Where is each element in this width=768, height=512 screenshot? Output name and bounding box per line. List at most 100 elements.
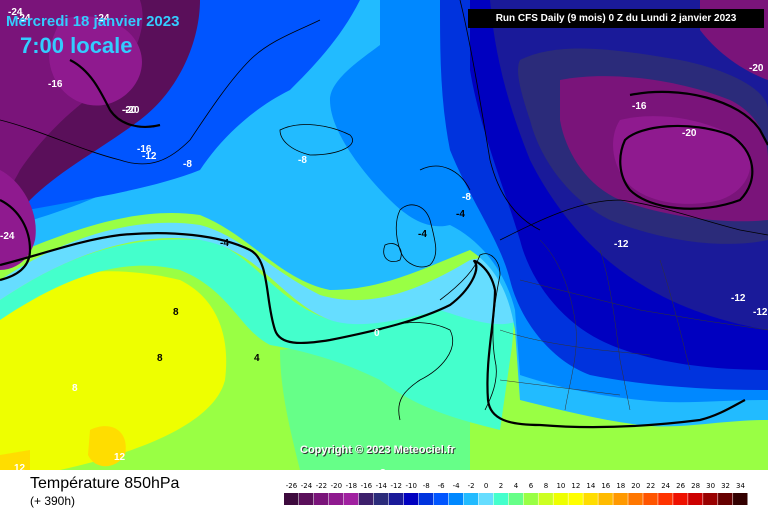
forecast-local-time: 7:00 locale [20,33,133,58]
coastlines [0,0,768,421]
legend-value: 8 [544,482,548,490]
contour-label: -24 [0,231,15,242]
country-borders [499,239,768,411]
legend-swatch [284,493,299,505]
contour-label: 12 [14,463,26,470]
legend-swatch [358,493,374,505]
legend-value: -26 [286,482,298,490]
contour-label: -12 [753,307,768,318]
legend-value: -8 [423,482,430,490]
legend-value: 2 [499,482,503,490]
legend-value: -20 [331,482,342,490]
legend-swatch [673,493,688,505]
zone-0 [0,239,514,430]
contour-label: -12 [731,293,746,304]
legend-swatch [628,493,643,505]
lead-time: (+ 390h) [30,494,76,508]
legend-swatch [613,493,628,505]
legend-swatch [718,493,733,505]
contour-label: -16 [48,79,63,90]
legend-swatch [298,493,314,505]
zone-northwest-core [49,16,142,106]
legend-swatch [523,493,538,505]
legend-swatch [433,493,449,505]
map-footer: Température 850hPa (+ 390h) -26 -24 -22 -20… [0,470,768,512]
legend-swatch [418,493,434,505]
legend-value: 32 [721,482,730,490]
legend-swatch [703,493,718,505]
legend-value: 20 [631,482,640,490]
legend-value: -24 [301,482,313,490]
contour-label: -4 [418,229,427,240]
legend-swatch [328,493,344,505]
zone-minus2 [0,222,520,325]
legend-swatch [463,493,479,505]
contour-label: 0 [374,328,380,339]
legend-value: 30 [706,482,715,490]
legend-value: -14 [376,482,388,490]
legend-value: 22 [646,482,655,490]
legend-swatch [313,493,329,505]
color-scale-legend: -26 -24 -22 -20 -18 -16 -14 -12 -10 -8 -6 -4 -2 0 2 4 6 8… [284,482,748,505]
contour-label: -8 [298,155,307,166]
legend-value: 26 [676,482,685,490]
contour-label: -20 [122,105,137,116]
isotherm-minus20-east [619,124,754,210]
legend-swatch [403,493,419,505]
contour-label: -24 [95,13,110,24]
legend-value: 34 [736,482,745,490]
contour-label: 8 [72,383,78,394]
legend-value: 28 [691,482,700,490]
contour-label: 8 [380,468,386,470]
contour-label: -20 [125,105,140,116]
legend-value: 0 [484,482,488,490]
contour-label: -16 [632,101,647,112]
isotherm-minus20-nw [69,59,161,128]
contour-label: -8 [462,192,471,203]
contour-label: -20 [749,63,764,74]
contour-label: -4 [456,209,465,220]
legend-value: 10 [556,482,565,490]
legend-value: 16 [601,482,610,490]
contour-label: 8 [173,307,179,318]
legend-swatch [688,493,703,505]
isotherm-minus16-east [629,90,768,146]
zone-west-core [0,170,36,270]
legend-swatch [658,493,673,505]
legend-value: -6 [438,482,446,490]
legend-value: -18 [346,482,357,490]
contour-label: -20 [682,128,697,139]
contour-label: -24 [16,13,31,24]
zone-12 [88,426,126,467]
legend-swatch [373,493,389,505]
legend-value: 14 [586,482,595,490]
copyright-text: Copyright © 2023 Meteociel.fr [300,444,455,456]
contour-label: -12 [142,151,157,162]
legend-value: 12 [571,482,580,490]
zone-8-12 [0,271,227,470]
zone-minus20 [613,116,751,204]
legend-swatch [508,493,523,505]
isotherm-lines [0,59,768,429]
contour-label: -12 [614,239,629,250]
legend-swatch [733,493,748,505]
legend-swatch [388,493,404,505]
isotherm-minus24-nw [0,199,32,282]
legend-swatch [598,493,613,505]
legend-value: -4 [453,482,461,490]
temperature-map: -24 -24 -24 -16 -20 -16 -12 -8 -8 -8 -4 -4 -4 -24 -20-… [0,0,768,470]
contour-label: 12 [114,452,126,463]
legend-value: -10 [406,482,417,490]
legend-value: -16 [361,482,373,490]
legend-swatch [643,493,658,505]
legend-value: -12 [391,482,402,490]
legend-swatch [568,493,583,505]
legend-swatch [478,493,494,505]
contour-label: -16 [137,144,152,155]
legend-value: 4 [514,482,519,490]
legend-swatch [538,493,553,505]
legend-swatch [553,493,568,505]
legend-swatch [583,493,598,505]
legend-value: -2 [468,482,475,490]
legend-value: 24 [661,482,670,490]
